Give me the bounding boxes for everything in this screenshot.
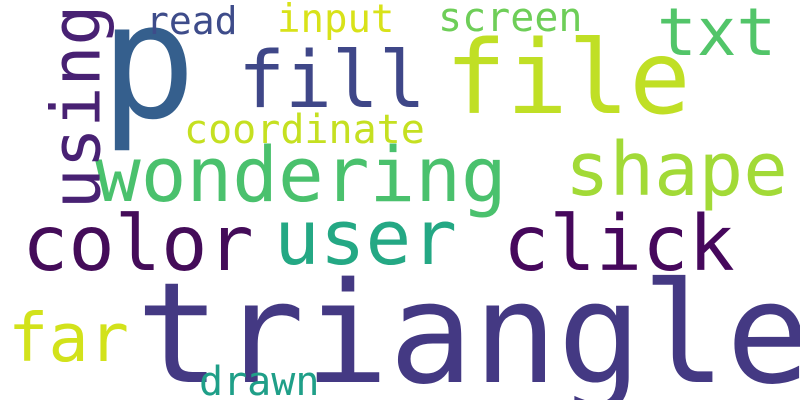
word-color: color <box>22 200 254 289</box>
word-click: click <box>503 200 735 289</box>
word-using: using <box>37 4 117 210</box>
word-file: file <box>445 19 691 138</box>
word-screen: screen <box>438 0 583 41</box>
word-user: user <box>274 193 458 282</box>
word-p: p <box>100 0 197 155</box>
word-far: far <box>8 299 130 377</box>
word-shape: shape <box>565 127 788 213</box>
word-triangle: triangle <box>136 253 800 400</box>
word-read: read <box>146 0 238 43</box>
word-wondering: wondering <box>95 130 507 219</box>
word-fill: fill <box>238 36 426 126</box>
word-coordinate: coordinate <box>184 107 425 153</box>
word-txt: txt <box>657 0 777 71</box>
word-drawn: drawn <box>199 359 320 400</box>
word-input: input <box>277 0 395 42</box>
